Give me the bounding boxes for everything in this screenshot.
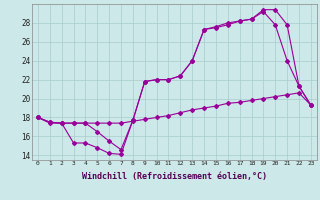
X-axis label: Windchill (Refroidissement éolien,°C): Windchill (Refroidissement éolien,°C): [82, 172, 267, 181]
